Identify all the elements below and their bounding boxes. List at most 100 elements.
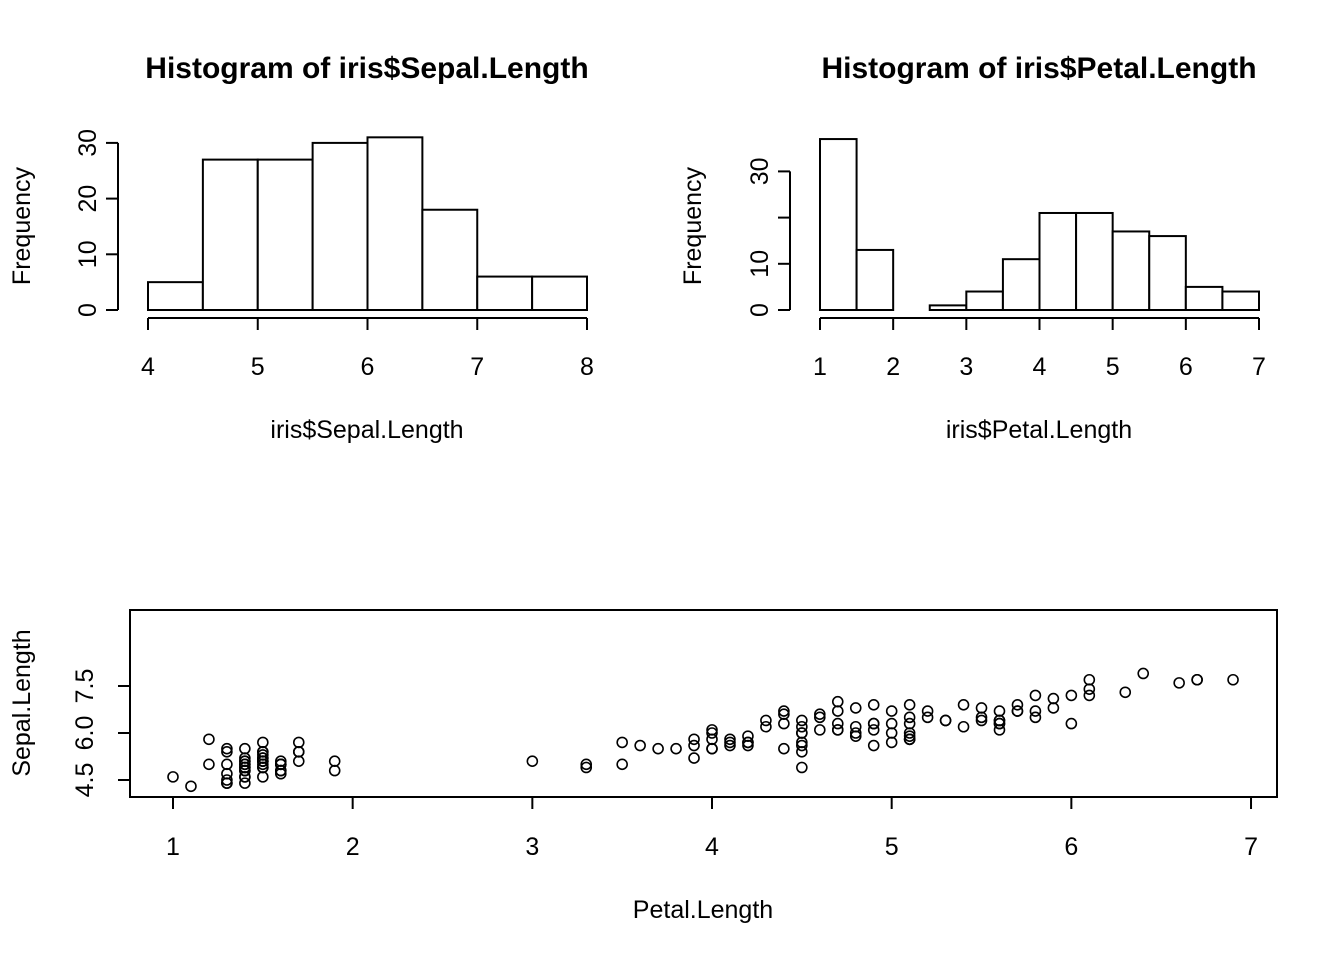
data-point <box>1029 689 1042 702</box>
data-point <box>257 761 269 774</box>
data-point <box>706 727 718 739</box>
data-point <box>706 733 718 746</box>
y-axis-scatter: 4.5 6.0 7.5 <box>71 669 130 797</box>
data-point <box>1029 711 1042 724</box>
scatter-points <box>167 667 1239 793</box>
x-tick-label: 6 <box>1064 833 1078 861</box>
x-tick-label: 6 <box>1179 353 1193 381</box>
x-tick-label: 5 <box>885 833 899 861</box>
data-point <box>1065 717 1078 730</box>
bar <box>965 290 1004 311</box>
data-point <box>814 708 826 721</box>
data-point <box>1065 689 1078 702</box>
data-point <box>203 758 215 771</box>
data-point <box>939 714 952 727</box>
data-point <box>885 717 898 730</box>
data-point <box>724 739 736 752</box>
chart-title-sepal: Histogram of iris$Sepal.Length <box>145 52 588 85</box>
data-point <box>185 780 197 793</box>
data-point <box>903 699 916 711</box>
data-point <box>328 764 341 777</box>
data-point <box>257 736 269 749</box>
x-tick-label: 1 <box>813 353 827 381</box>
bar <box>256 158 314 311</box>
x-tick-label: 1 <box>166 833 180 861</box>
x-tick-label: 7 <box>1244 833 1258 861</box>
data-point <box>706 742 718 755</box>
data-point <box>975 714 988 727</box>
x-tick-label: 7 <box>470 353 484 381</box>
data-point <box>831 717 844 730</box>
data-point <box>975 702 988 714</box>
x-axis-sepal: 4 5 6 7 8 <box>141 317 594 381</box>
x-axis-scatter: 1 2 3 4 5 6 7 <box>166 796 1258 861</box>
bar <box>1075 211 1114 311</box>
data-point <box>688 733 700 746</box>
y-tick-label: 10 <box>74 240 102 268</box>
x-tick-label: 6 <box>361 353 375 381</box>
data-point <box>957 699 970 711</box>
data-point <box>796 714 808 727</box>
scatter-petal-vs-sepal: 1 2 3 4 5 6 7 4.5 6.0 7.5 Petal.Length Sepal.Len… <box>8 609 1278 924</box>
data-point <box>814 724 826 736</box>
y-tick-label: 7.5 <box>71 669 99 704</box>
data-point <box>885 736 898 749</box>
bar <box>1184 285 1224 311</box>
bar <box>531 275 588 311</box>
data-point <box>814 711 826 724</box>
bar <box>421 208 479 312</box>
x-tick-label: 7 <box>1252 353 1266 381</box>
bar <box>819 138 858 311</box>
x-tick-label: 5 <box>1106 353 1120 381</box>
data-point <box>239 764 251 777</box>
data-point <box>1047 692 1060 705</box>
data-point <box>760 714 772 727</box>
data-point <box>903 711 916 724</box>
histogram-petal-length: Histogram of iris$Petal.Length 1 2 3 4 5 6 7 0… <box>679 52 1266 444</box>
data-point <box>221 742 233 755</box>
y-tick-label: 10 <box>746 250 774 278</box>
bar <box>928 304 968 312</box>
data-point <box>616 758 628 771</box>
data-point <box>867 724 880 736</box>
data-point <box>867 739 880 752</box>
bar <box>1221 290 1260 311</box>
y-axis-label-sepal: Frequency <box>8 166 36 285</box>
data-point <box>670 742 682 755</box>
data-point <box>239 777 251 789</box>
bar <box>147 281 204 311</box>
chart-title-petal: Histogram of iris$Petal.Length <box>821 52 1256 85</box>
data-point <box>1047 702 1060 714</box>
data-point <box>221 774 233 786</box>
y-tick-label: 30 <box>746 157 774 185</box>
data-point <box>903 730 916 742</box>
data-point <box>831 724 844 736</box>
bar <box>1111 230 1151 312</box>
data-point <box>796 746 808 758</box>
data-point <box>993 705 1006 717</box>
data-point <box>688 752 700 764</box>
y-tick-label: 0 <box>74 303 102 317</box>
bar <box>201 158 259 311</box>
y-axis-sepal: 0 10 20 30 <box>74 129 119 317</box>
x-tick-label: 2 <box>886 353 900 381</box>
data-point <box>1083 673 1096 686</box>
data-point <box>688 739 700 752</box>
data-point <box>742 736 754 749</box>
data-point <box>1083 683 1096 695</box>
data-point <box>203 733 215 746</box>
data-point <box>652 742 664 755</box>
plot-box <box>129 609 1278 798</box>
data-point <box>1011 699 1024 711</box>
data-point <box>328 755 341 768</box>
bars-petal <box>819 138 1260 312</box>
data-point <box>742 739 754 752</box>
data-point <box>724 736 736 749</box>
y-axis-label-petal: Frequency <box>679 166 707 285</box>
x-tick-label: 4 <box>1033 353 1047 381</box>
x-tick-label: 4 <box>705 833 719 861</box>
x-axis-label-sepal: iris$Sepal.Length <box>270 416 463 444</box>
data-point <box>239 771 251 783</box>
data-point <box>634 739 646 752</box>
